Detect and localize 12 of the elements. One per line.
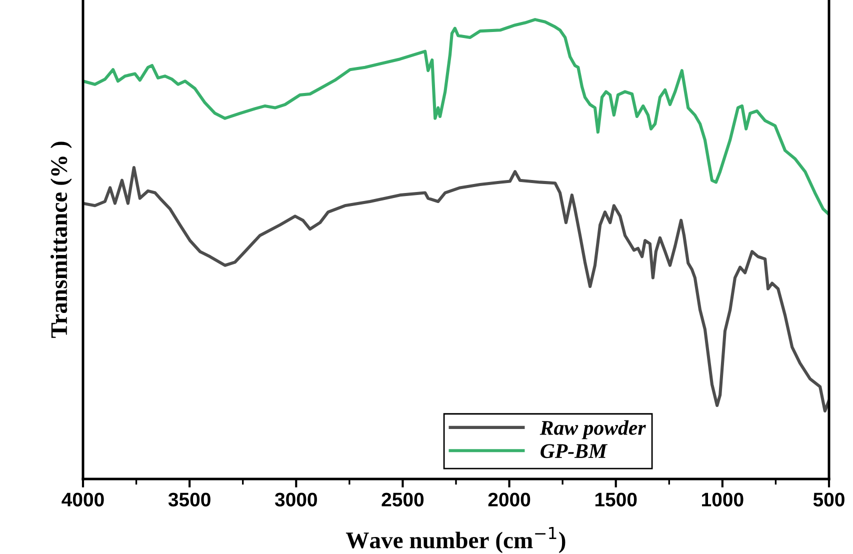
x-tick-label: 2000 <box>488 492 530 506</box>
x-tick-label: 500 <box>813 492 844 506</box>
x-axis-title: Wave number (cm$^{−1}$) <box>346 526 566 554</box>
x-tick-label: 1500 <box>595 492 637 506</box>
x-tick-label: 1000 <box>702 492 744 506</box>
legend-label: GP-BM <box>540 444 608 458</box>
y-axis-title: Transmittance (% ) <box>50 142 72 338</box>
legend-label: Raw powder <box>540 420 646 440</box>
x-tick-label: 3000 <box>274 492 317 507</box>
x-tick-label: 3500 <box>168 492 210 507</box>
x-tick-label: 4000 <box>62 492 104 506</box>
x-tick-label: 2500 <box>382 492 424 506</box>
